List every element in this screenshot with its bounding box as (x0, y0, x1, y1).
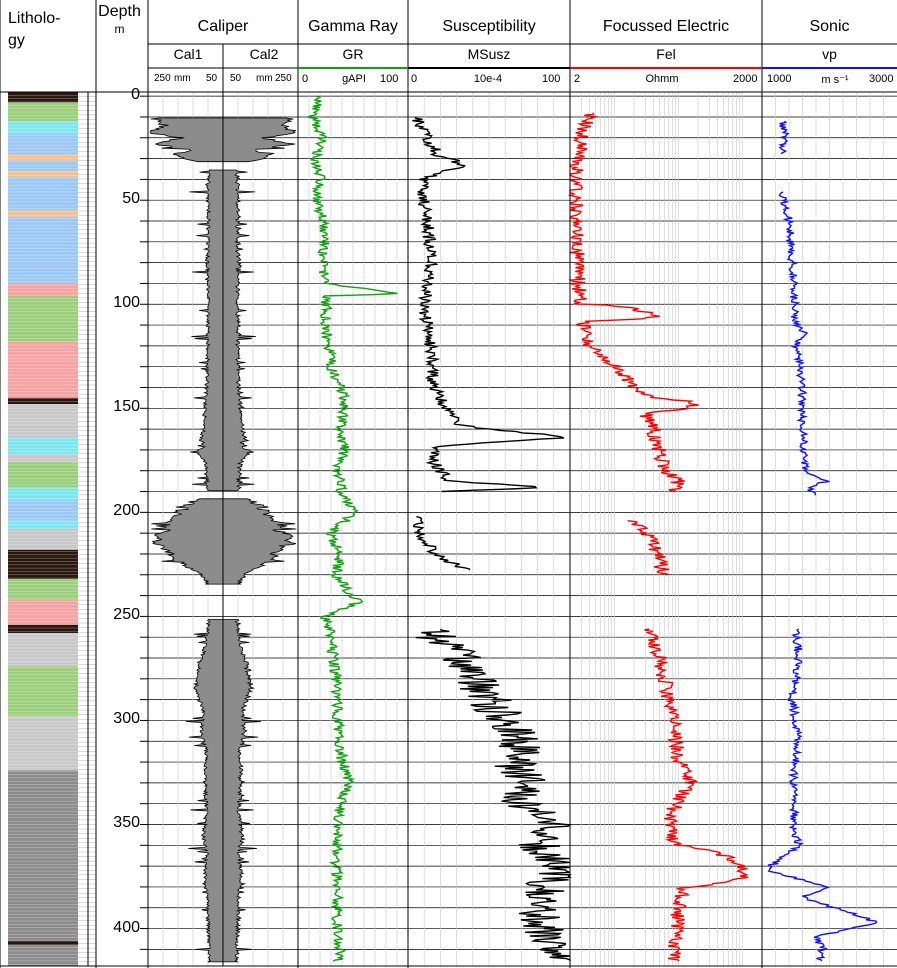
focussed-electric-title: Focussed Electric (602, 18, 730, 35)
susceptibility-mnemonic: MSusz (467, 46, 511, 62)
sonic-curve (778, 191, 830, 496)
focussed-electric-scale-min: 2 (574, 73, 581, 85)
susceptibility-scale-min: 0 (411, 73, 418, 85)
caliper-scale-1: 250 (154, 73, 171, 84)
lithology-interval (8, 177, 78, 211)
focussed-electric-curve (627, 520, 670, 576)
lithology-interval (8, 92, 78, 103)
focussed-electric-scale-max: 2000 (733, 73, 758, 85)
focussed-electric-curve (567, 112, 699, 492)
susceptibility-title: Susceptibility (442, 18, 536, 35)
depth-tick-label: 200 (113, 502, 140, 520)
caliper-scale-4: 50 (230, 73, 242, 84)
depth-tick-label: 0 (131, 86, 140, 104)
sonic-title: Sonic (809, 18, 850, 35)
lithology-interval (8, 578, 78, 600)
lithology-interval (8, 102, 78, 122)
focussed-electric-unit: Ohmm (645, 73, 679, 85)
focussed-electric-mnemonic: Fel (656, 46, 676, 62)
lithology-interval (8, 633, 78, 667)
lithology-interval (8, 529, 78, 550)
caliper-scale-2: mm (174, 73, 191, 84)
caliper-scale-3: 50 (206, 73, 218, 84)
lithology-title: Litholo- gy (8, 10, 61, 49)
lithology-interval (8, 133, 78, 155)
gamma-scale-max: 100 (380, 73, 399, 85)
susceptibility-curve (412, 116, 565, 493)
lithology-interval (8, 350, 78, 398)
lithology-interval (8, 283, 78, 296)
lithology-interval (8, 487, 78, 500)
depth-tick-label: 150 (113, 398, 140, 416)
focussed-electric-curve (644, 628, 749, 962)
susceptibility-curve (415, 628, 573, 961)
sonic-unit: m s⁻¹ (821, 74, 849, 86)
sonic-curve (767, 628, 878, 962)
lithology-interval (8, 341, 78, 351)
sonic-curve (778, 120, 790, 155)
lithology-interval (8, 210, 78, 217)
lithology-interval (8, 404, 78, 438)
lithology-interval (8, 941, 78, 946)
sonic-scale-max: 3000 (869, 73, 894, 85)
caliper-scale-5: mm (256, 73, 273, 84)
cal1-label: Cal1 (173, 46, 203, 62)
gamma-unit: gAPI (342, 73, 366, 85)
depth-tick-label: 400 (113, 918, 140, 936)
depth-tick-label: 100 (113, 294, 140, 312)
lithology-interval (8, 770, 78, 942)
depth-tick-label: 350 (113, 814, 140, 832)
caliper-scale-6: 250 (275, 73, 292, 84)
lithology-interval (8, 549, 78, 579)
lithology-interval (8, 216, 78, 284)
data-layer (8, 91, 878, 966)
sonic-scale-min: 1000 (767, 73, 792, 85)
lithology-interval (8, 121, 78, 134)
caliper-fill (151, 498, 297, 585)
lithology-interval (8, 397, 78, 405)
lithology-interval (8, 716, 78, 771)
gamma-mnemonic: GR (342, 46, 364, 62)
cal2-label: Cal2 (249, 46, 279, 62)
susceptibility-scale-max: 100 (542, 73, 561, 85)
sonic-mnemonic: vp (822, 46, 837, 62)
depth-tick-label: 250 (113, 606, 140, 624)
gamma-ray-curve (307, 95, 398, 962)
depth-tick-label: 50 (122, 190, 140, 208)
lithology-interval (8, 945, 78, 966)
susceptibility-unit: 10e-4 (473, 73, 503, 85)
lithology-interval (8, 295, 78, 342)
gamma-title: Gamma Ray (308, 18, 398, 35)
depth-axis-label: Depth (98, 3, 141, 20)
lithology-interval (8, 599, 78, 625)
gamma-scale-min: 0 (302, 73, 309, 85)
depth-tick-label: 300 (113, 710, 140, 728)
lithology-interval (8, 154, 78, 161)
susceptibility-curve (412, 515, 471, 571)
caliper-title: Caliper (197, 18, 249, 35)
depth-unit-label: m (114, 22, 125, 36)
lithology-interval (8, 499, 78, 521)
lithology-interval (8, 171, 78, 178)
lithology-interval (8, 624, 78, 634)
lithology-interval (8, 160, 78, 172)
